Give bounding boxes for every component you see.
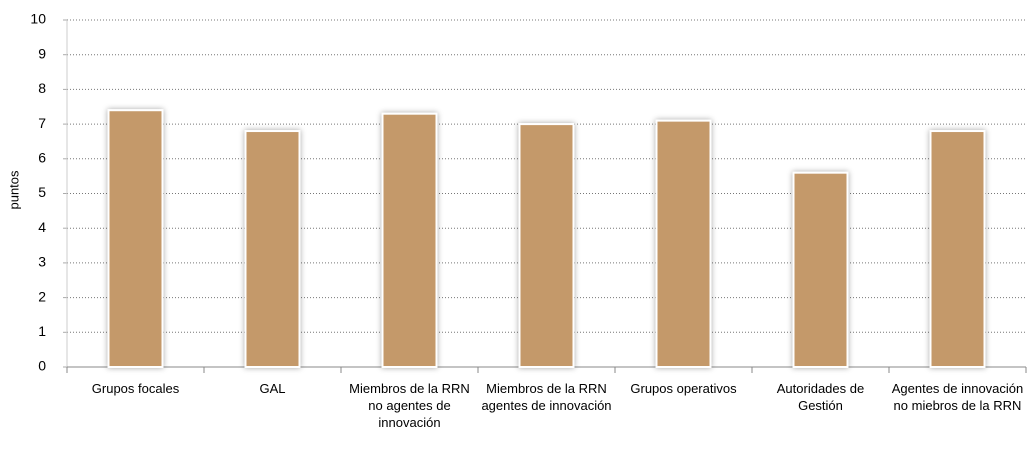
y-tick-label: 10 [30, 11, 46, 27]
y-tick-label: 9 [38, 45, 46, 61]
x-tick-label: Grupos operativos [630, 381, 737, 396]
y-tick-label: 4 [38, 219, 46, 235]
bar [518, 123, 575, 368]
y-tick-label: 7 [38, 115, 46, 131]
y-axis-title: puntos [6, 170, 21, 210]
x-tick-label: Autoridades de Gestión [776, 381, 865, 413]
bar [381, 112, 438, 368]
bar [792, 171, 849, 368]
y-tick-label: 5 [38, 184, 46, 200]
y-tick-label: 0 [38, 358, 46, 374]
y-tick-label: 6 [38, 150, 46, 166]
y-tick-label: 8 [38, 80, 46, 96]
x-tick-label: Grupos focales [91, 381, 180, 396]
y-tick-label: 2 [38, 288, 46, 304]
bar [929, 130, 986, 368]
bar [244, 130, 301, 368]
bar [107, 109, 164, 368]
x-tick-label: GAL [259, 381, 286, 396]
x-tick-label: Miembros de la RRN agentes de innovación [481, 381, 612, 413]
bar [655, 119, 712, 368]
y-tick-label: 1 [38, 323, 46, 339]
x-tick-label: Agentes de innovación no miebros de la R… [891, 381, 1024, 413]
y-tick-label: 3 [38, 254, 46, 270]
x-tick-label: Miembros de la RRN no agentes de innovac… [349, 381, 470, 430]
